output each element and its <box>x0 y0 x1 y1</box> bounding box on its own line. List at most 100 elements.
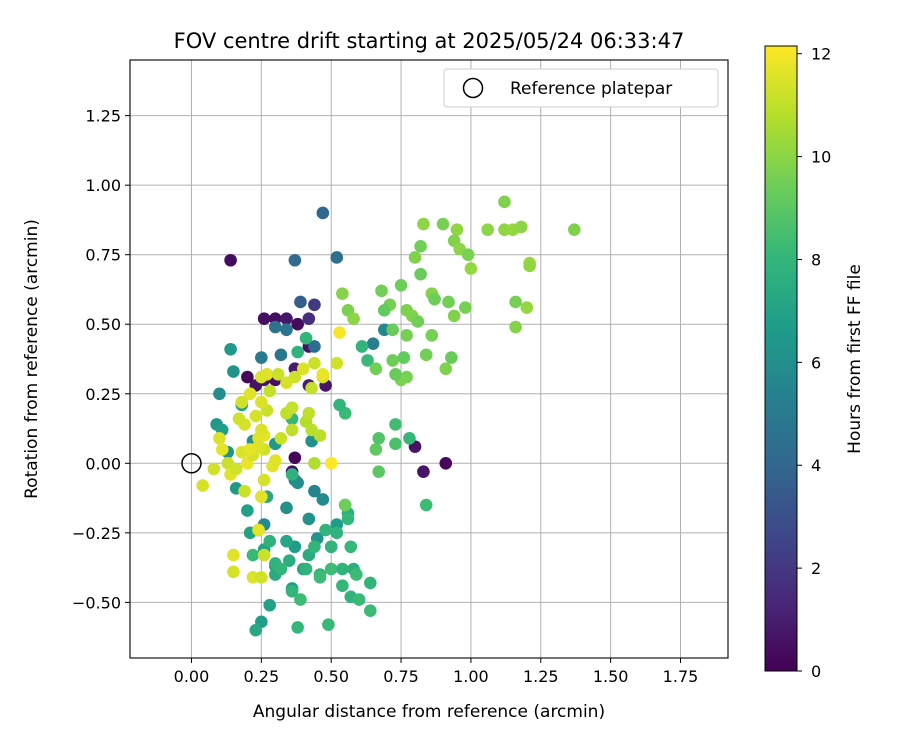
y-tick-label: 0.75 <box>85 246 121 265</box>
data-point <box>305 381 318 395</box>
colorbar-tick-label: 0 <box>811 662 821 681</box>
data-point <box>227 365 240 378</box>
data-point <box>291 317 304 331</box>
data-point <box>347 312 360 325</box>
data-point <box>269 320 282 334</box>
data-point <box>498 195 511 209</box>
data-point <box>514 220 528 234</box>
data-point <box>369 362 383 376</box>
data-point <box>400 329 413 342</box>
data-point <box>408 251 422 264</box>
data-point <box>308 356 321 370</box>
data-point <box>308 540 321 554</box>
data-point <box>425 329 439 342</box>
x-tick-label: 0.75 <box>383 667 419 686</box>
data-point <box>397 351 411 364</box>
data-point <box>352 593 366 606</box>
data-point <box>266 459 279 473</box>
data-point <box>280 376 293 389</box>
data-point <box>213 387 226 401</box>
data-point <box>333 398 346 412</box>
data-point <box>377 304 391 317</box>
data-point <box>263 534 277 548</box>
reference-marker <box>181 453 202 474</box>
legend-marker-icon <box>462 77 484 99</box>
data-point <box>232 412 246 426</box>
data-point <box>241 504 254 517</box>
data-point <box>282 554 296 567</box>
x-axis-label: Angular distance from reference (arcmin) <box>253 702 605 722</box>
data-point <box>375 284 388 298</box>
data-point <box>336 579 349 592</box>
data-point <box>386 323 399 337</box>
data-point <box>229 462 243 476</box>
data-point <box>350 568 363 581</box>
data-point <box>280 501 293 515</box>
reference-point <box>181 453 202 474</box>
legend-box <box>443 68 719 108</box>
data-point <box>341 512 355 526</box>
data-point <box>243 443 257 456</box>
data-point <box>366 337 380 351</box>
data-point <box>288 253 302 267</box>
legend: Reference platepar <box>443 68 719 108</box>
data-point <box>302 406 316 420</box>
data-point <box>313 429 327 442</box>
data-point <box>280 312 293 325</box>
data-point <box>285 584 299 598</box>
data-point <box>520 301 534 314</box>
data-point <box>316 367 330 381</box>
data-point <box>224 253 237 267</box>
data-point <box>249 623 263 637</box>
data-point <box>439 362 453 376</box>
data-point <box>285 423 299 437</box>
data-point <box>324 457 338 470</box>
data-point <box>333 326 346 339</box>
data-point <box>389 418 402 431</box>
data-point <box>274 348 288 362</box>
data-point <box>419 348 433 362</box>
scatter-points <box>196 195 581 637</box>
data-point <box>330 526 344 540</box>
data-point <box>302 312 316 325</box>
data-point <box>372 431 386 445</box>
data-point <box>509 295 522 309</box>
data-point <box>291 345 304 359</box>
data-point <box>299 331 313 345</box>
colorbar-tick-label: 4 <box>811 456 821 475</box>
data-point <box>428 292 441 306</box>
data-point <box>417 217 430 231</box>
data-point <box>414 240 427 253</box>
x-tick-label: 1.75 <box>663 667 699 686</box>
data-point <box>196 479 209 492</box>
data-point <box>302 512 316 526</box>
grid-lines <box>130 60 728 658</box>
data-point <box>235 395 249 409</box>
colorbar-tick-label: 6 <box>811 353 821 372</box>
data-point <box>246 548 260 562</box>
data-point <box>322 618 335 631</box>
colorbar-tick-label: 8 <box>811 250 821 269</box>
colorbar-label: Hours from first FF file <box>845 264 865 454</box>
data-point <box>308 484 321 498</box>
data-point <box>308 298 321 312</box>
data-point <box>403 431 416 445</box>
data-point <box>336 562 349 576</box>
data-point <box>249 409 263 423</box>
x-tick-label: 1.50 <box>593 667 629 686</box>
data-point <box>263 384 277 398</box>
data-point <box>316 206 330 220</box>
data-point <box>386 354 399 367</box>
data-point <box>324 562 338 576</box>
data-point <box>288 451 302 465</box>
data-point <box>369 443 383 456</box>
data-point <box>207 462 221 476</box>
data-point <box>417 465 430 478</box>
data-point <box>419 498 433 512</box>
data-point <box>285 468 299 481</box>
data-point <box>361 354 374 367</box>
y-tick-label: 1.25 <box>85 107 121 126</box>
data-point <box>316 493 330 506</box>
data-point <box>274 431 288 445</box>
data-point <box>389 367 402 381</box>
